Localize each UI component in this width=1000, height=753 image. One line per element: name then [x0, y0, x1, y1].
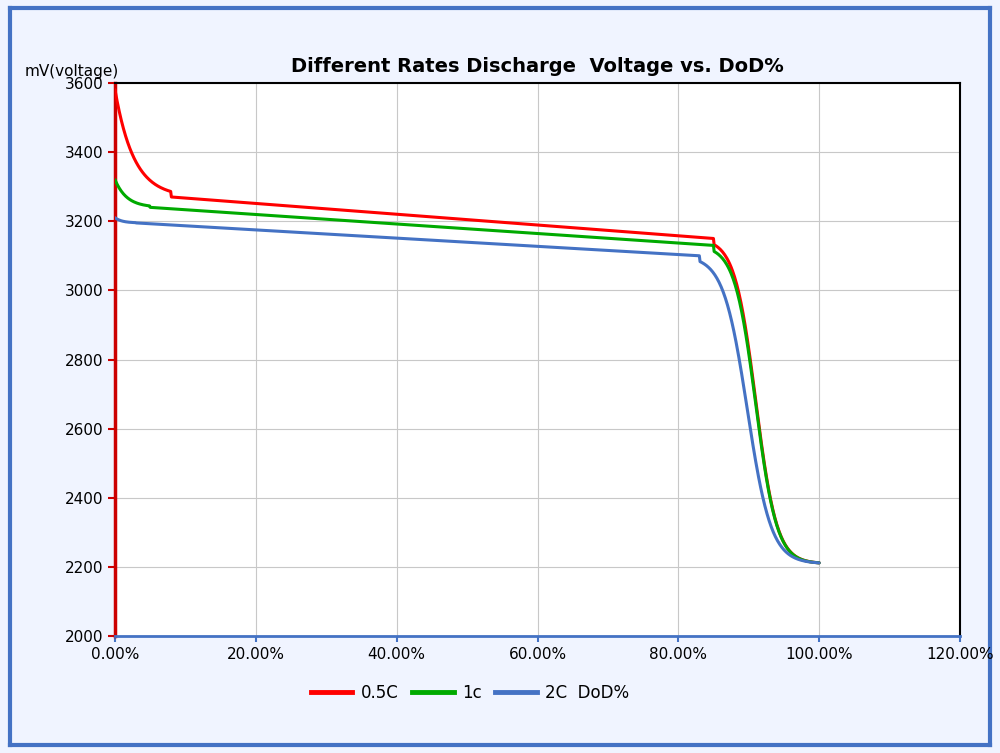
Title: Different Rates Discharge  Voltage vs. DoD%: Different Rates Discharge Voltage vs. Do… [291, 56, 784, 76]
Legend: 0.5C, 1c, 2C  DoD%: 0.5C, 1c, 2C DoD% [304, 677, 636, 709]
Text: mV(voltage): mV(voltage) [25, 64, 119, 79]
